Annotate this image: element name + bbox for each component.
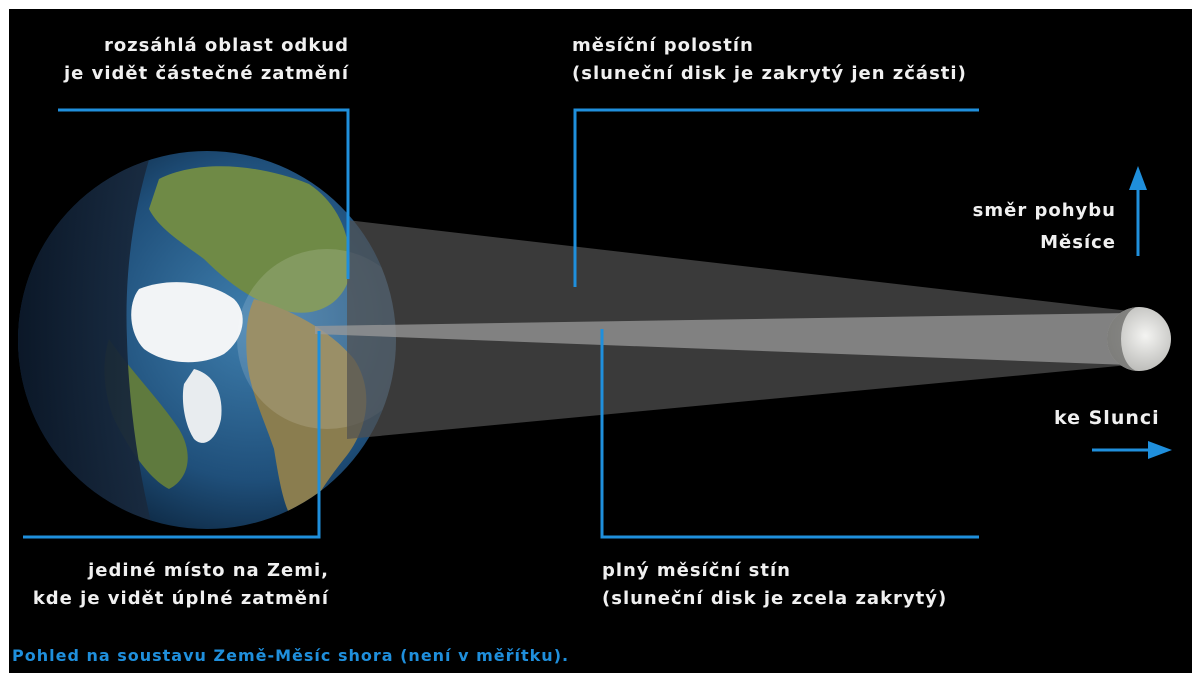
leader-lines xyxy=(23,108,979,539)
label-partial-eclipse-region: rozsáhlá oblast odkud je vidět částečné … xyxy=(54,32,349,88)
leader-line-partial-region xyxy=(58,108,350,279)
greenland-ice xyxy=(182,369,222,443)
label-line: měsíční polostín xyxy=(572,35,754,56)
umbra-cone xyxy=(315,313,1129,365)
leader-line-penumbra xyxy=(573,108,979,287)
label-line: (sluneční disk je zakrytý jen zčásti) xyxy=(572,63,967,84)
label-moon-direction: směr pohybu Měsíce xyxy=(939,195,1116,259)
label-line: plný měsíční stín xyxy=(602,560,791,581)
label-line: směr pohybu xyxy=(972,200,1116,221)
label-umbra: plný měsíční stín (sluneční disk je zcel… xyxy=(602,557,947,613)
label-total-eclipse-spot: jediné místo na Zemi, kde je vidět úplné… xyxy=(17,557,329,613)
label-line: je vidět částečné zatmění xyxy=(64,63,349,84)
continent-europe-africa xyxy=(246,299,367,529)
moon-direction-arrow xyxy=(1129,166,1147,256)
arctic-ice xyxy=(131,282,243,363)
caption: Pohled na soustavu Země-Měsíc shora (nen… xyxy=(12,646,570,665)
sun-direction-arrow xyxy=(1092,441,1172,459)
eclipse-diagram xyxy=(18,108,1172,539)
label-penumbra: měsíční polostín (sluneční disk je zakry… xyxy=(572,32,967,88)
eclipse-scene: rozsáhlá oblast odkud je vidět částečné … xyxy=(9,9,1192,673)
leader-line-total-spot xyxy=(23,331,321,539)
leader-line-umbra xyxy=(600,329,979,539)
label-line: kde je vidět úplné zatmění xyxy=(32,588,329,609)
label-line: Měsíce xyxy=(1040,232,1116,253)
label-line: jediné místo na Zemi, xyxy=(88,560,329,581)
label-line: rozsáhlá oblast odkud xyxy=(103,35,349,56)
label-line: (sluneční disk je zcela zakrytý) xyxy=(602,588,948,609)
label-to-sun: ke Slunci xyxy=(1054,407,1160,429)
continent-asia xyxy=(149,166,350,313)
moon xyxy=(1107,307,1171,371)
